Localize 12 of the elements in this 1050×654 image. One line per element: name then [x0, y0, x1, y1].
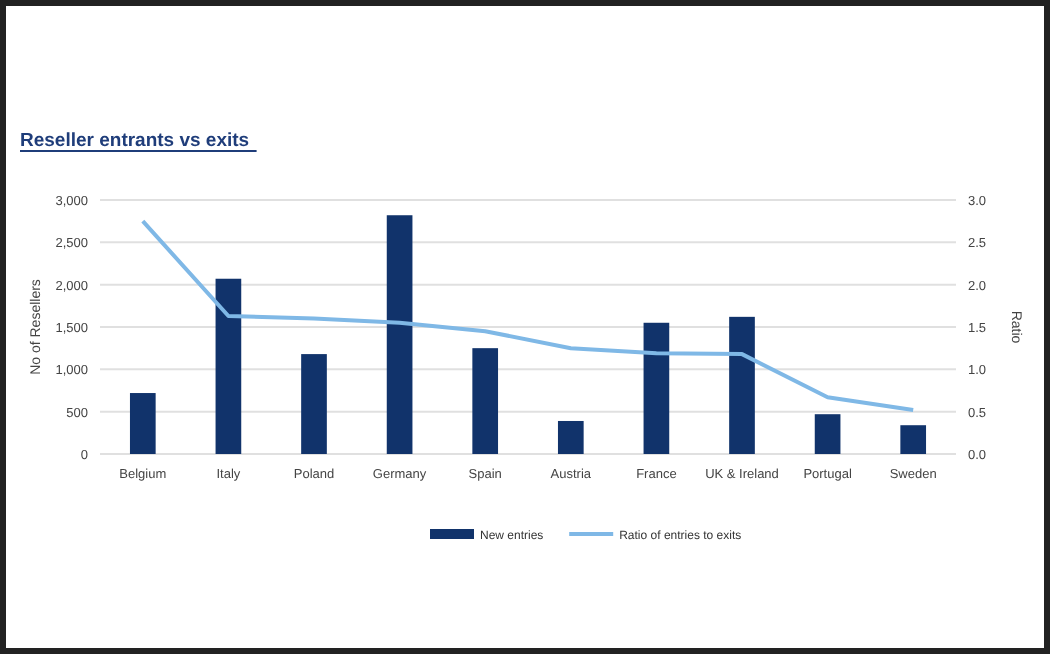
bar: [472, 348, 499, 454]
bar: [129, 393, 156, 454]
bar: [386, 215, 413, 454]
bar: [900, 425, 927, 454]
bar: [643, 322, 670, 454]
bar: [729, 316, 755, 454]
bar: [301, 354, 327, 454]
bar: [557, 420, 584, 454]
bar: [814, 414, 841, 454]
bar: [215, 278, 242, 454]
chart-title: Reseller entrants vs exits: [20, 130, 250, 152]
line-series: [140, 219, 916, 412]
